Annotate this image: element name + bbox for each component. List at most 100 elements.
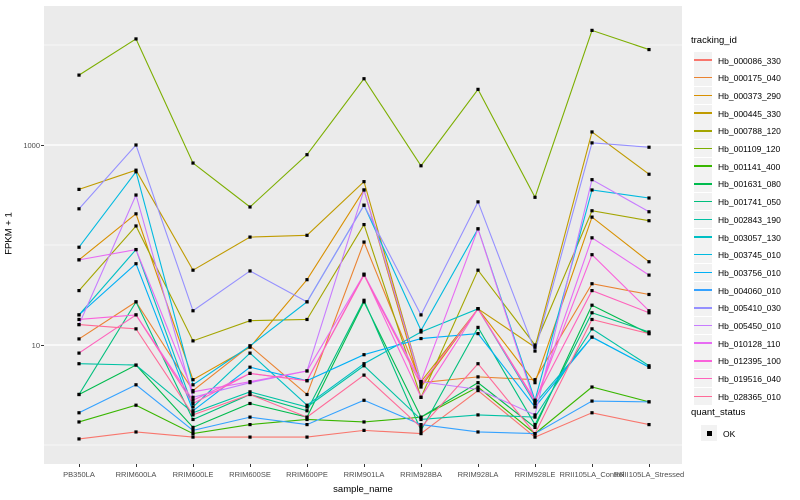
data-point — [77, 351, 81, 355]
legend-key — [694, 387, 712, 405]
data-point — [77, 420, 81, 424]
data-point — [77, 437, 81, 441]
data-point — [191, 378, 195, 382]
data-point — [476, 362, 480, 366]
legend-label: Hb_004060_010 — [718, 285, 781, 296]
x-tick-mark — [250, 464, 251, 467]
data-point — [134, 363, 138, 367]
data-point — [191, 339, 195, 343]
legend-label-quant-ok: OK — [723, 429, 736, 439]
data-point — [362, 420, 366, 424]
data-point — [77, 207, 81, 211]
data-point — [191, 398, 195, 402]
data-point — [362, 273, 366, 277]
legend-color-line-icon — [694, 342, 712, 344]
data-point — [134, 212, 138, 216]
data-point — [533, 349, 537, 353]
legend-label: Hb_005450_010 — [718, 321, 781, 331]
data-point — [191, 383, 195, 387]
legend-key — [694, 157, 712, 175]
data-point — [305, 369, 309, 373]
legend-label: Hb_000086_330 — [718, 55, 781, 66]
data-point — [590, 215, 594, 219]
x-tick-label-RRIM901LA: RRIM901LA — [343, 470, 385, 479]
x-tick-label-RRIM600LA: RRIM600LA — [115, 470, 157, 479]
data-point — [419, 415, 423, 419]
x-tick-mark — [193, 464, 194, 467]
x-tick-mark — [535, 464, 536, 467]
data-point — [77, 392, 81, 397]
data-point — [305, 405, 309, 409]
data-point — [647, 311, 651, 315]
data-point — [191, 161, 195, 165]
x-tick-mark — [136, 464, 137, 467]
data-point — [419, 422, 423, 427]
data-point — [362, 364, 366, 368]
series-line-Hb_004060_010 — [78, 384, 650, 435]
series-line-Hb_000445_330 — [78, 131, 650, 383]
data-point — [590, 385, 594, 389]
data-point — [362, 353, 366, 357]
legend-color-line-icon — [694, 76, 712, 79]
legend-label: Hb_001141_400 — [718, 161, 781, 172]
legend: tracking_id Hb_000086_330 Hb_000175_040 Hb… — [690, 0, 800, 500]
data-point — [362, 298, 366, 302]
data-point — [533, 425, 537, 429]
data-point — [305, 409, 309, 413]
data-point — [533, 195, 537, 199]
legend-label: Hb_002843_190 — [718, 214, 781, 225]
legend-title-quant-status: quant_status — [691, 407, 746, 418]
x-tick-mark — [478, 464, 479, 467]
plot-panel — [44, 6, 682, 464]
x-tick-mark — [592, 464, 593, 467]
legend-label: Hb_003756_010 — [718, 267, 781, 278]
data-point — [77, 187, 81, 191]
data-point — [647, 400, 651, 404]
x-tick-mark — [421, 464, 422, 467]
data-point — [362, 240, 366, 244]
data-point — [590, 282, 594, 286]
point-marker-icon — [706, 430, 712, 436]
data-point — [134, 37, 138, 41]
legend-label: Hb_010128_110 — [718, 338, 781, 349]
data-point — [77, 411, 81, 415]
legend-color-line-icon — [694, 200, 712, 203]
data-point — [476, 227, 480, 231]
legend-key — [694, 122, 712, 140]
data-point — [647, 172, 651, 176]
data-point — [191, 395, 195, 399]
data-point — [419, 313, 423, 317]
legend-color-line-icon — [694, 307, 712, 309]
data-point — [305, 153, 309, 157]
legend-label: Hb_000373_290 — [718, 90, 781, 101]
data-point — [248, 235, 252, 239]
data-point — [419, 328, 423, 332]
data-point — [647, 365, 651, 369]
data-point — [191, 409, 195, 413]
data-point — [191, 411, 195, 415]
data-point — [305, 300, 309, 304]
data-point — [248, 269, 252, 273]
legend-color-line-icon — [694, 395, 712, 398]
legend-key — [694, 51, 712, 69]
legend-key — [694, 175, 712, 193]
data-point — [476, 387, 480, 391]
legend-key — [694, 193, 712, 211]
data-point — [134, 170, 138, 174]
data-point — [533, 343, 537, 347]
legend-color-line-icon — [694, 218, 712, 221]
data-point — [77, 245, 81, 249]
legend-color-line-icon — [694, 360, 712, 362]
data-point — [533, 381, 537, 385]
x-tick-label-RRIM600SE: RRIM600SE — [229, 470, 271, 479]
legend-label: Hb_028365_010 — [718, 391, 781, 402]
data-point — [191, 425, 195, 429]
legend-label: Hb_000445_330 — [718, 108, 781, 119]
legend-color-line-icon — [694, 377, 712, 380]
legend-color-line-icon — [694, 253, 712, 256]
data-point — [647, 422, 651, 427]
legend-key — [694, 140, 712, 157]
data-point — [533, 422, 537, 427]
data-point — [134, 313, 138, 317]
